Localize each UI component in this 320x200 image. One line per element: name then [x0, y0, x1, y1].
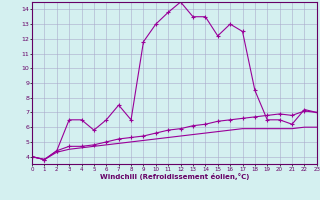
X-axis label: Windchill (Refroidissement éolien,°C): Windchill (Refroidissement éolien,°C) — [100, 173, 249, 180]
